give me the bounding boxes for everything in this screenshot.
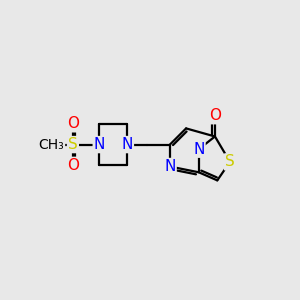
Text: S: S [68,137,78,152]
Text: N: N [122,137,133,152]
Text: O: O [67,116,79,131]
Text: O: O [209,108,221,123]
Text: N: N [164,159,176,174]
Text: N: N [193,142,205,157]
Text: N: N [94,137,105,152]
Text: S: S [225,154,235,169]
Text: CH₃: CH₃ [38,138,64,152]
Text: O: O [67,158,79,173]
